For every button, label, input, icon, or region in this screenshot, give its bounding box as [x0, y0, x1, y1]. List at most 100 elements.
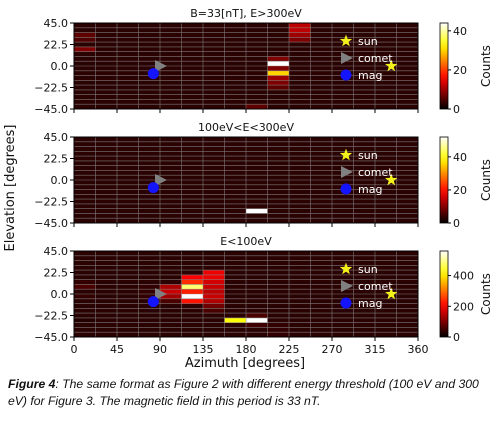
panel-title: 100eV<E<300eV [198, 121, 294, 134]
caption-label: Figure 4 [8, 377, 56, 391]
heatmap-cell [181, 284, 203, 290]
heatmap-cell [160, 298, 182, 304]
heatmap-cell [138, 284, 160, 290]
heatmap-cell [74, 46, 96, 52]
heatmap-cell [246, 208, 268, 214]
heatmap-panel-2: 100eV<E<300eV 45.0 22.5 0.0 −22.5 −45.0 sun com… [34, 121, 493, 230]
heatmap-cell [289, 37, 311, 43]
x-axis-label: Azimuth [degrees] [185, 356, 305, 371]
legend-label-mag: mag [358, 183, 382, 196]
heatmap-cell [246, 317, 268, 323]
colorbar-tick-label: 20 [453, 64, 467, 77]
star-icon [339, 34, 353, 47]
sun-marker [385, 173, 398, 186]
heatmap-cell [267, 322, 289, 328]
colorbar [439, 136, 449, 224]
heatmap-cell [181, 298, 203, 304]
legend-label-sun: sun [358, 149, 378, 162]
triangle-right-icon [341, 52, 353, 64]
y-tick-label: −22.5 [34, 310, 68, 323]
y-tick-label: −45.0 [34, 331, 68, 344]
legend-label-comet: comet [358, 280, 393, 293]
y-tick-label: 0.0 [51, 174, 69, 187]
x-tick-label: 270 [322, 343, 343, 356]
y-tick-label: 22.5 [44, 39, 69, 52]
colorbar-tick-label: 40 [453, 25, 467, 38]
panel-title: B=33[nT], E>300eV [190, 7, 302, 20]
heatmap-cell [181, 289, 203, 294]
heatmap-cell [203, 284, 225, 290]
heatmap-cell [203, 298, 225, 304]
colorbar-tick-label: 0 [453, 217, 460, 230]
heatmap-cell [289, 32, 311, 38]
heatmap-panel-1: B=33[nT], E>300eV 45.0 22.5 0.0 −22.5 −45.0 su… [34, 7, 493, 116]
mag-marker [147, 68, 159, 80]
x-tick-label: 360 [408, 343, 429, 356]
heatmap-cell [267, 75, 289, 81]
x-tick-label: 45 [110, 343, 124, 356]
colorbar-tick-label: 40 [453, 151, 467, 164]
colorbar-tick-label: 0 [453, 331, 460, 344]
heatmap-cell [246, 322, 268, 328]
heatmap-cell [74, 294, 96, 299]
y-axis-label: Elevation [degrees] [3, 125, 18, 252]
figure-caption: Figure 4: The same format as Figure 2 wi… [8, 376, 494, 410]
heatmap-cell [267, 66, 289, 71]
colorbar-label: Counts [479, 159, 493, 201]
colorbar-tick-label: 400 [453, 270, 474, 283]
heatmap-cell [160, 289, 182, 294]
legend-label-comet: comet [358, 52, 393, 65]
caption-text: : The same format as Figure 2 with diffe… [8, 377, 479, 408]
legend-label-mag: mag [358, 69, 382, 82]
panel-title: E<100eV [220, 235, 272, 248]
x-tick-label: 90 [153, 343, 167, 356]
heatmap-cell [203, 270, 225, 275]
star-icon [339, 262, 353, 275]
y-tick-label: −45.0 [34, 103, 68, 116]
heatmap-cell [289, 27, 311, 33]
comet-marker [155, 288, 167, 300]
y-tick-label: 45.0 [44, 131, 69, 144]
colorbar-tick-label: 20 [453, 184, 467, 197]
sun-marker [385, 59, 398, 72]
heatmap-cell [267, 332, 289, 337]
y-tick-label: −45.0 [34, 217, 68, 230]
heatmap-cell [181, 279, 203, 285]
circle-icon [340, 69, 352, 81]
heatmap-cell [203, 303, 225, 309]
y-tick-label: 22.5 [44, 153, 69, 166]
triangle-right-icon [341, 280, 353, 292]
x-tick-label: 0 [71, 343, 78, 356]
heatmap-cell [74, 37, 96, 43]
heatmap-cell [203, 274, 225, 280]
colorbar [439, 250, 449, 338]
heatmap-cell [160, 294, 182, 299]
heatmap-cell [181, 294, 203, 299]
heatmap-cell [246, 313, 268, 318]
legend-label-mag: mag [358, 297, 382, 310]
heatmap-cell [246, 104, 268, 109]
y-tick-label: −22.5 [34, 82, 68, 95]
colorbar-tick-label: 0 [453, 103, 460, 116]
heatmap-cell [74, 32, 96, 38]
heatmap-cell [138, 289, 160, 294]
x-tick-label: 315 [365, 343, 386, 356]
legend-label-sun: sun [358, 263, 378, 276]
x-tick-label: 135 [193, 343, 214, 356]
heatmap-cell [203, 308, 225, 314]
y-tick-label: 45.0 [44, 17, 69, 30]
comet-marker [155, 174, 167, 186]
heatmap-cell [267, 327, 289, 333]
x-tick-label: 225 [279, 343, 300, 356]
heatmap-cell [289, 23, 311, 28]
star-icon [339, 148, 353, 161]
figure-heatmaps: Elevation [degrees] Azimuth [degrees] B=… [3, 7, 493, 371]
legend-label-comet: comet [358, 166, 393, 179]
colorbar-label: Counts [479, 45, 493, 87]
heatmap-cell [267, 61, 289, 66]
sun-marker [385, 287, 398, 300]
colorbar-label: Counts [479, 273, 493, 315]
y-tick-label: −22.5 [34, 196, 68, 209]
y-tick-label: 0.0 [51, 60, 69, 73]
